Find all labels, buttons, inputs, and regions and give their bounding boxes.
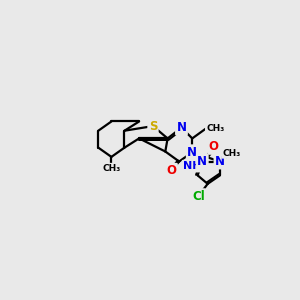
Text: N: N <box>187 146 197 159</box>
Text: N: N <box>197 155 207 168</box>
Text: O: O <box>209 140 219 153</box>
Text: Cl: Cl <box>192 190 205 203</box>
Text: O: O <box>167 164 176 177</box>
Text: CH₃: CH₃ <box>206 124 224 133</box>
Text: N: N <box>176 121 187 134</box>
Text: CH₃: CH₃ <box>102 164 121 173</box>
Text: S: S <box>149 120 157 133</box>
Text: NH: NH <box>183 161 202 171</box>
Text: N: N <box>215 155 225 168</box>
Text: CH₃: CH₃ <box>222 148 241 158</box>
